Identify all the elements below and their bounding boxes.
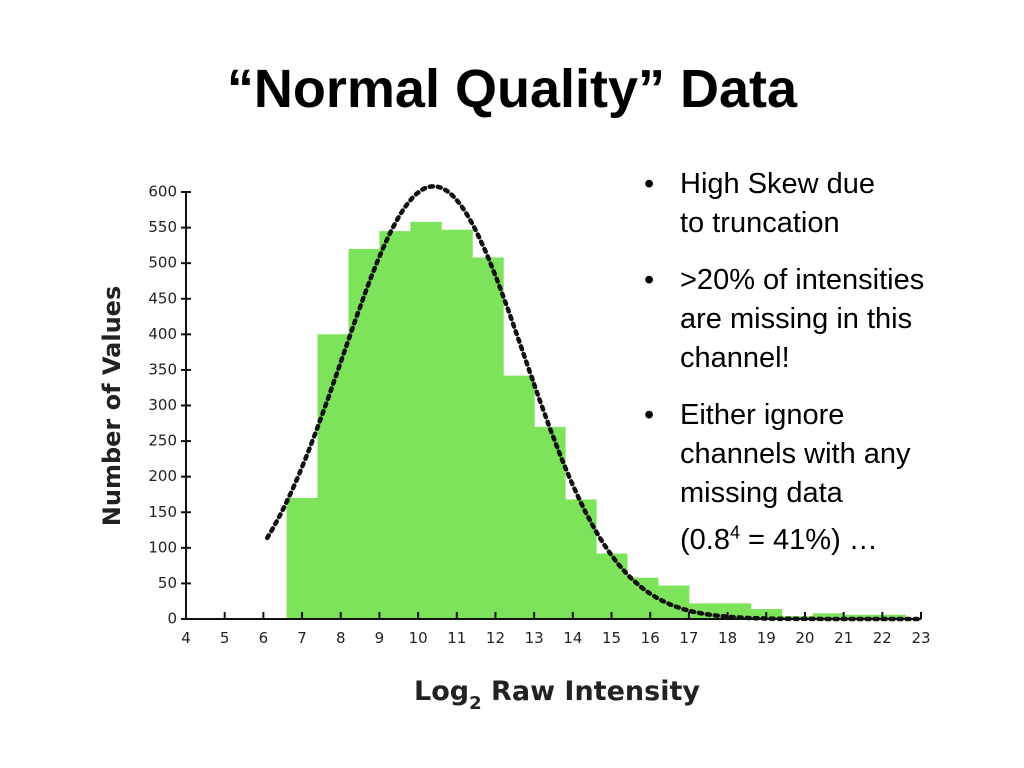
x-axis-label-rest: Raw Intensity xyxy=(482,676,701,707)
bullet-item: • High Skew due to truncation xyxy=(644,165,1014,243)
y-tick-label: 350 xyxy=(148,360,177,378)
bullet-item: • Either ignore channels with any missin… xyxy=(644,396,1014,560)
histogram-bar xyxy=(286,498,319,619)
histogram-bar xyxy=(565,499,597,619)
x-tick-label: 19 xyxy=(757,629,776,647)
histogram-bar xyxy=(688,603,721,619)
bullet-list: • High Skew due to truncation • >20% of … xyxy=(644,165,1014,578)
y-axis-label-group: Number of Values xyxy=(98,286,126,526)
x-tick-label: 11 xyxy=(447,629,466,647)
histogram-bar xyxy=(596,553,628,619)
y-tick-label: 50 xyxy=(158,574,177,592)
x-axis-label: Log2 Raw Intensity xyxy=(414,676,700,714)
formula-exponent: 4 xyxy=(729,522,740,542)
y-tick-label: 150 xyxy=(148,503,177,521)
x-tick-label: 5 xyxy=(220,629,230,647)
y-tick-label: 550 xyxy=(148,218,177,236)
x-tick-label: 10 xyxy=(409,629,428,647)
histogram-bar xyxy=(410,221,442,619)
y-tick-label: 200 xyxy=(148,467,177,485)
bullet-line: Either ignore xyxy=(680,399,845,431)
x-tick-label: 17 xyxy=(679,629,698,647)
bullet-line: are missing in this xyxy=(680,303,913,335)
y-axis-label: Number of Values xyxy=(98,286,126,526)
x-tick-label: 18 xyxy=(718,629,737,647)
y-tick-label: 100 xyxy=(148,538,177,556)
histogram-bar xyxy=(503,375,535,619)
formula-rest: = 41%) … xyxy=(740,523,878,556)
y-tick-label: 250 xyxy=(148,432,177,450)
histogram-bar xyxy=(441,229,473,620)
formula-base: (0.8 xyxy=(680,523,730,556)
bullet-line: >20% of intensities xyxy=(680,264,925,296)
x-tick-label: 14 xyxy=(563,629,582,647)
x-tick-label: 23 xyxy=(911,629,930,647)
x-axis-label-subscript: 2 xyxy=(469,693,482,714)
histogram-bar xyxy=(627,577,659,619)
y-tick-label: 300 xyxy=(148,396,177,414)
x-axis-label-main: Log xyxy=(414,676,469,707)
bullet-line: to truncation xyxy=(680,207,840,239)
bullet-line: channels with any xyxy=(680,438,911,470)
y-tick-label: 600 xyxy=(148,183,177,201)
x-tick-label: 13 xyxy=(525,629,544,647)
slide-title: “Normal Quality” Data xyxy=(226,59,798,119)
histogram-bar xyxy=(812,613,845,619)
histogram-bar xyxy=(348,248,380,619)
y-tick-label: 500 xyxy=(148,254,177,272)
histogram-bar xyxy=(379,231,411,619)
x-tick-label: 16 xyxy=(641,629,660,647)
x-tick-label: 8 xyxy=(336,629,346,647)
x-tick-label: 20 xyxy=(795,629,814,647)
x-tick-label: 7 xyxy=(297,629,307,647)
histogram-bar xyxy=(472,257,504,619)
histogram-bar xyxy=(317,334,349,619)
x-tick-label: 9 xyxy=(375,629,385,647)
formula: (0.84 = 41%) … xyxy=(680,522,878,556)
bullet-symbol: • xyxy=(644,399,655,431)
y-tick-label: 400 xyxy=(148,325,177,343)
x-tick-label: 4 xyxy=(181,629,191,647)
bullet-line: High Skew due xyxy=(680,168,876,200)
x-tick-label: 21 xyxy=(834,629,853,647)
bullet-symbol: • xyxy=(644,168,655,200)
bullet-symbol: • xyxy=(644,264,655,296)
x-tick-label: 12 xyxy=(486,629,505,647)
bullet-item: • >20% of intensities are missing in thi… xyxy=(644,261,1014,378)
x-tick-label: 6 xyxy=(259,629,269,647)
y-tick-label: 450 xyxy=(148,289,177,307)
x-tick-label: 22 xyxy=(873,629,892,647)
bullet-line: missing data xyxy=(680,477,843,509)
axes-layer: 0 50 100 150 200 250 300 350 400 450 500 550 600 4 5 6 7… xyxy=(148,183,930,648)
x-tick-label: 15 xyxy=(602,629,621,647)
bullet-line: channel! xyxy=(680,342,790,374)
bars-layer xyxy=(286,221,907,620)
y-tick-label: 0 xyxy=(167,610,177,628)
